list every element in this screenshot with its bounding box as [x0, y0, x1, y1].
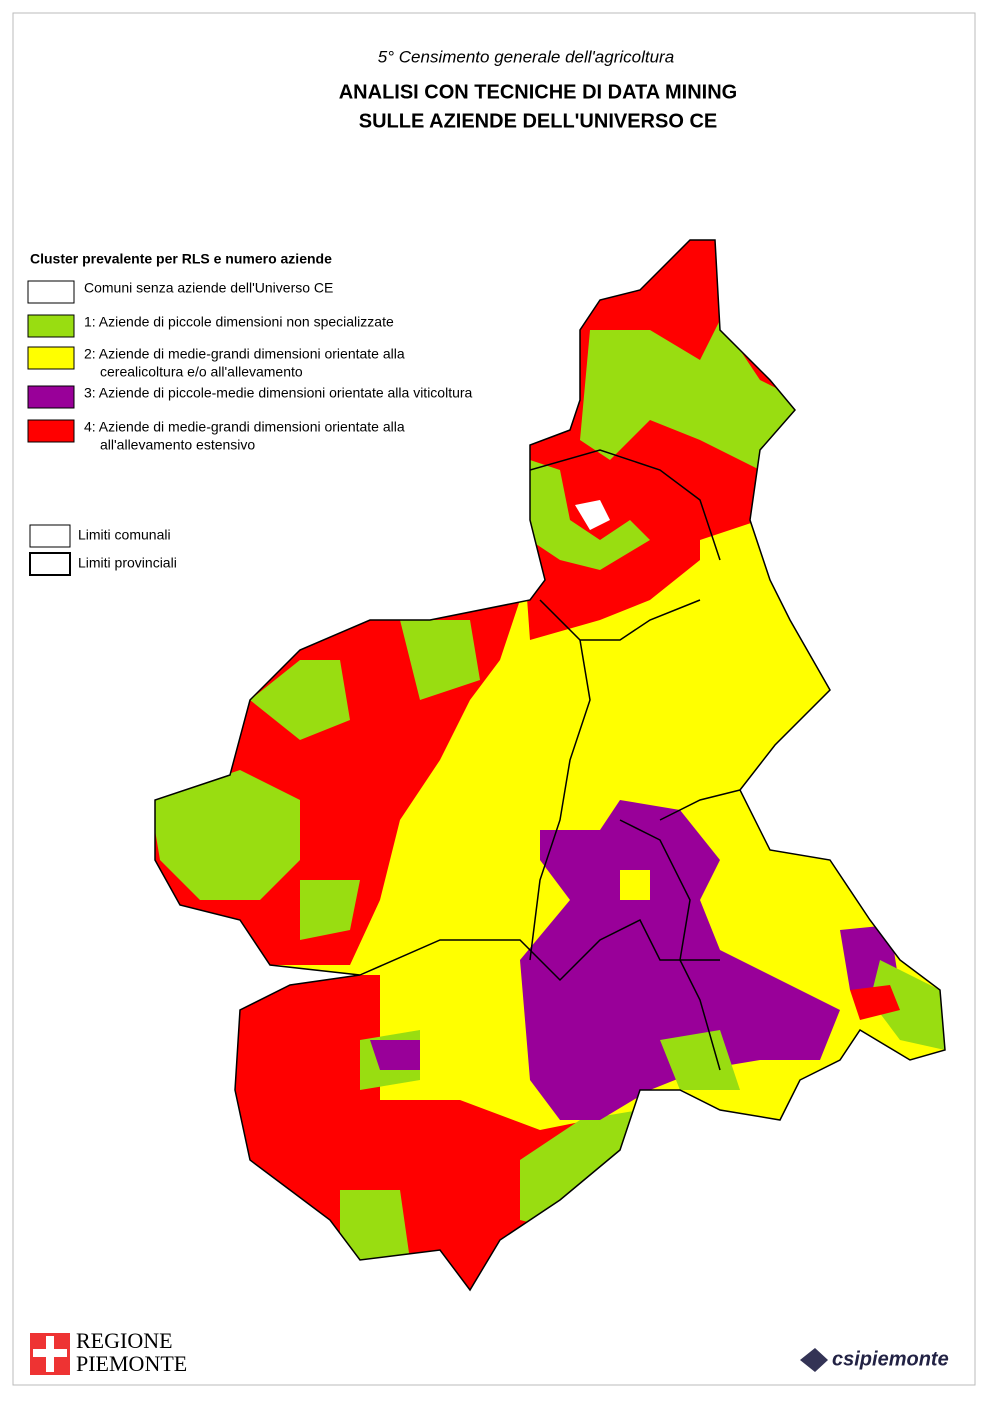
legend-swatch — [29, 524, 71, 548]
legend-title: Cluster prevalente per RLS e numero azie… — [30, 251, 332, 267]
csi-logo: csipiemonte — [832, 1348, 949, 1370]
legend-label: 3: Aziende di piccole-medie dimensioni o… — [84, 385, 473, 401]
legend-label: Limiti provinciali — [78, 555, 177, 571]
legend-label: Limiti comunali — [78, 527, 171, 543]
legend-label: cerealicoltura e/o all'allevamento — [100, 364, 303, 380]
legend-swatch — [29, 552, 71, 576]
legend-swatch — [27, 314, 75, 338]
csi-icon — [800, 1348, 828, 1372]
legend-label: all'allevamento estensivo — [100, 437, 255, 453]
title: ANALISI CON TECNICHE DI DATA MINING — [339, 81, 738, 103]
legend-swatch — [27, 385, 75, 409]
legend-label: 4: Aziende di medie-grandi dimensioni or… — [84, 419, 405, 435]
frame — [12, 12, 976, 1386]
legend: Comuni senza aziende dell'Universo CE 1: … — [27, 280, 473, 576]
legend-label: Comuni senza aziende dell'Universo CE — [84, 280, 333, 296]
logo-text: PIEMONTE — [76, 1351, 187, 1376]
logo-cross — [33, 1349, 67, 1357]
legend-label: 2: Aziende di medie-grandi dimensioni or… — [84, 346, 405, 362]
legend-label: 1: Aziende di piccole dimensioni non spe… — [84, 314, 394, 330]
title: SULLE AZIENDE DELL'UNIVERSO CE — [359, 110, 718, 132]
legend-swatch — [27, 346, 75, 370]
legend-swatch — [27, 419, 75, 443]
logo-text: REGIONE — [76, 1328, 173, 1353]
subtitle: 5° Censimento generale dell'agricoltura — [378, 47, 674, 66]
legend-swatch — [27, 280, 75, 304]
